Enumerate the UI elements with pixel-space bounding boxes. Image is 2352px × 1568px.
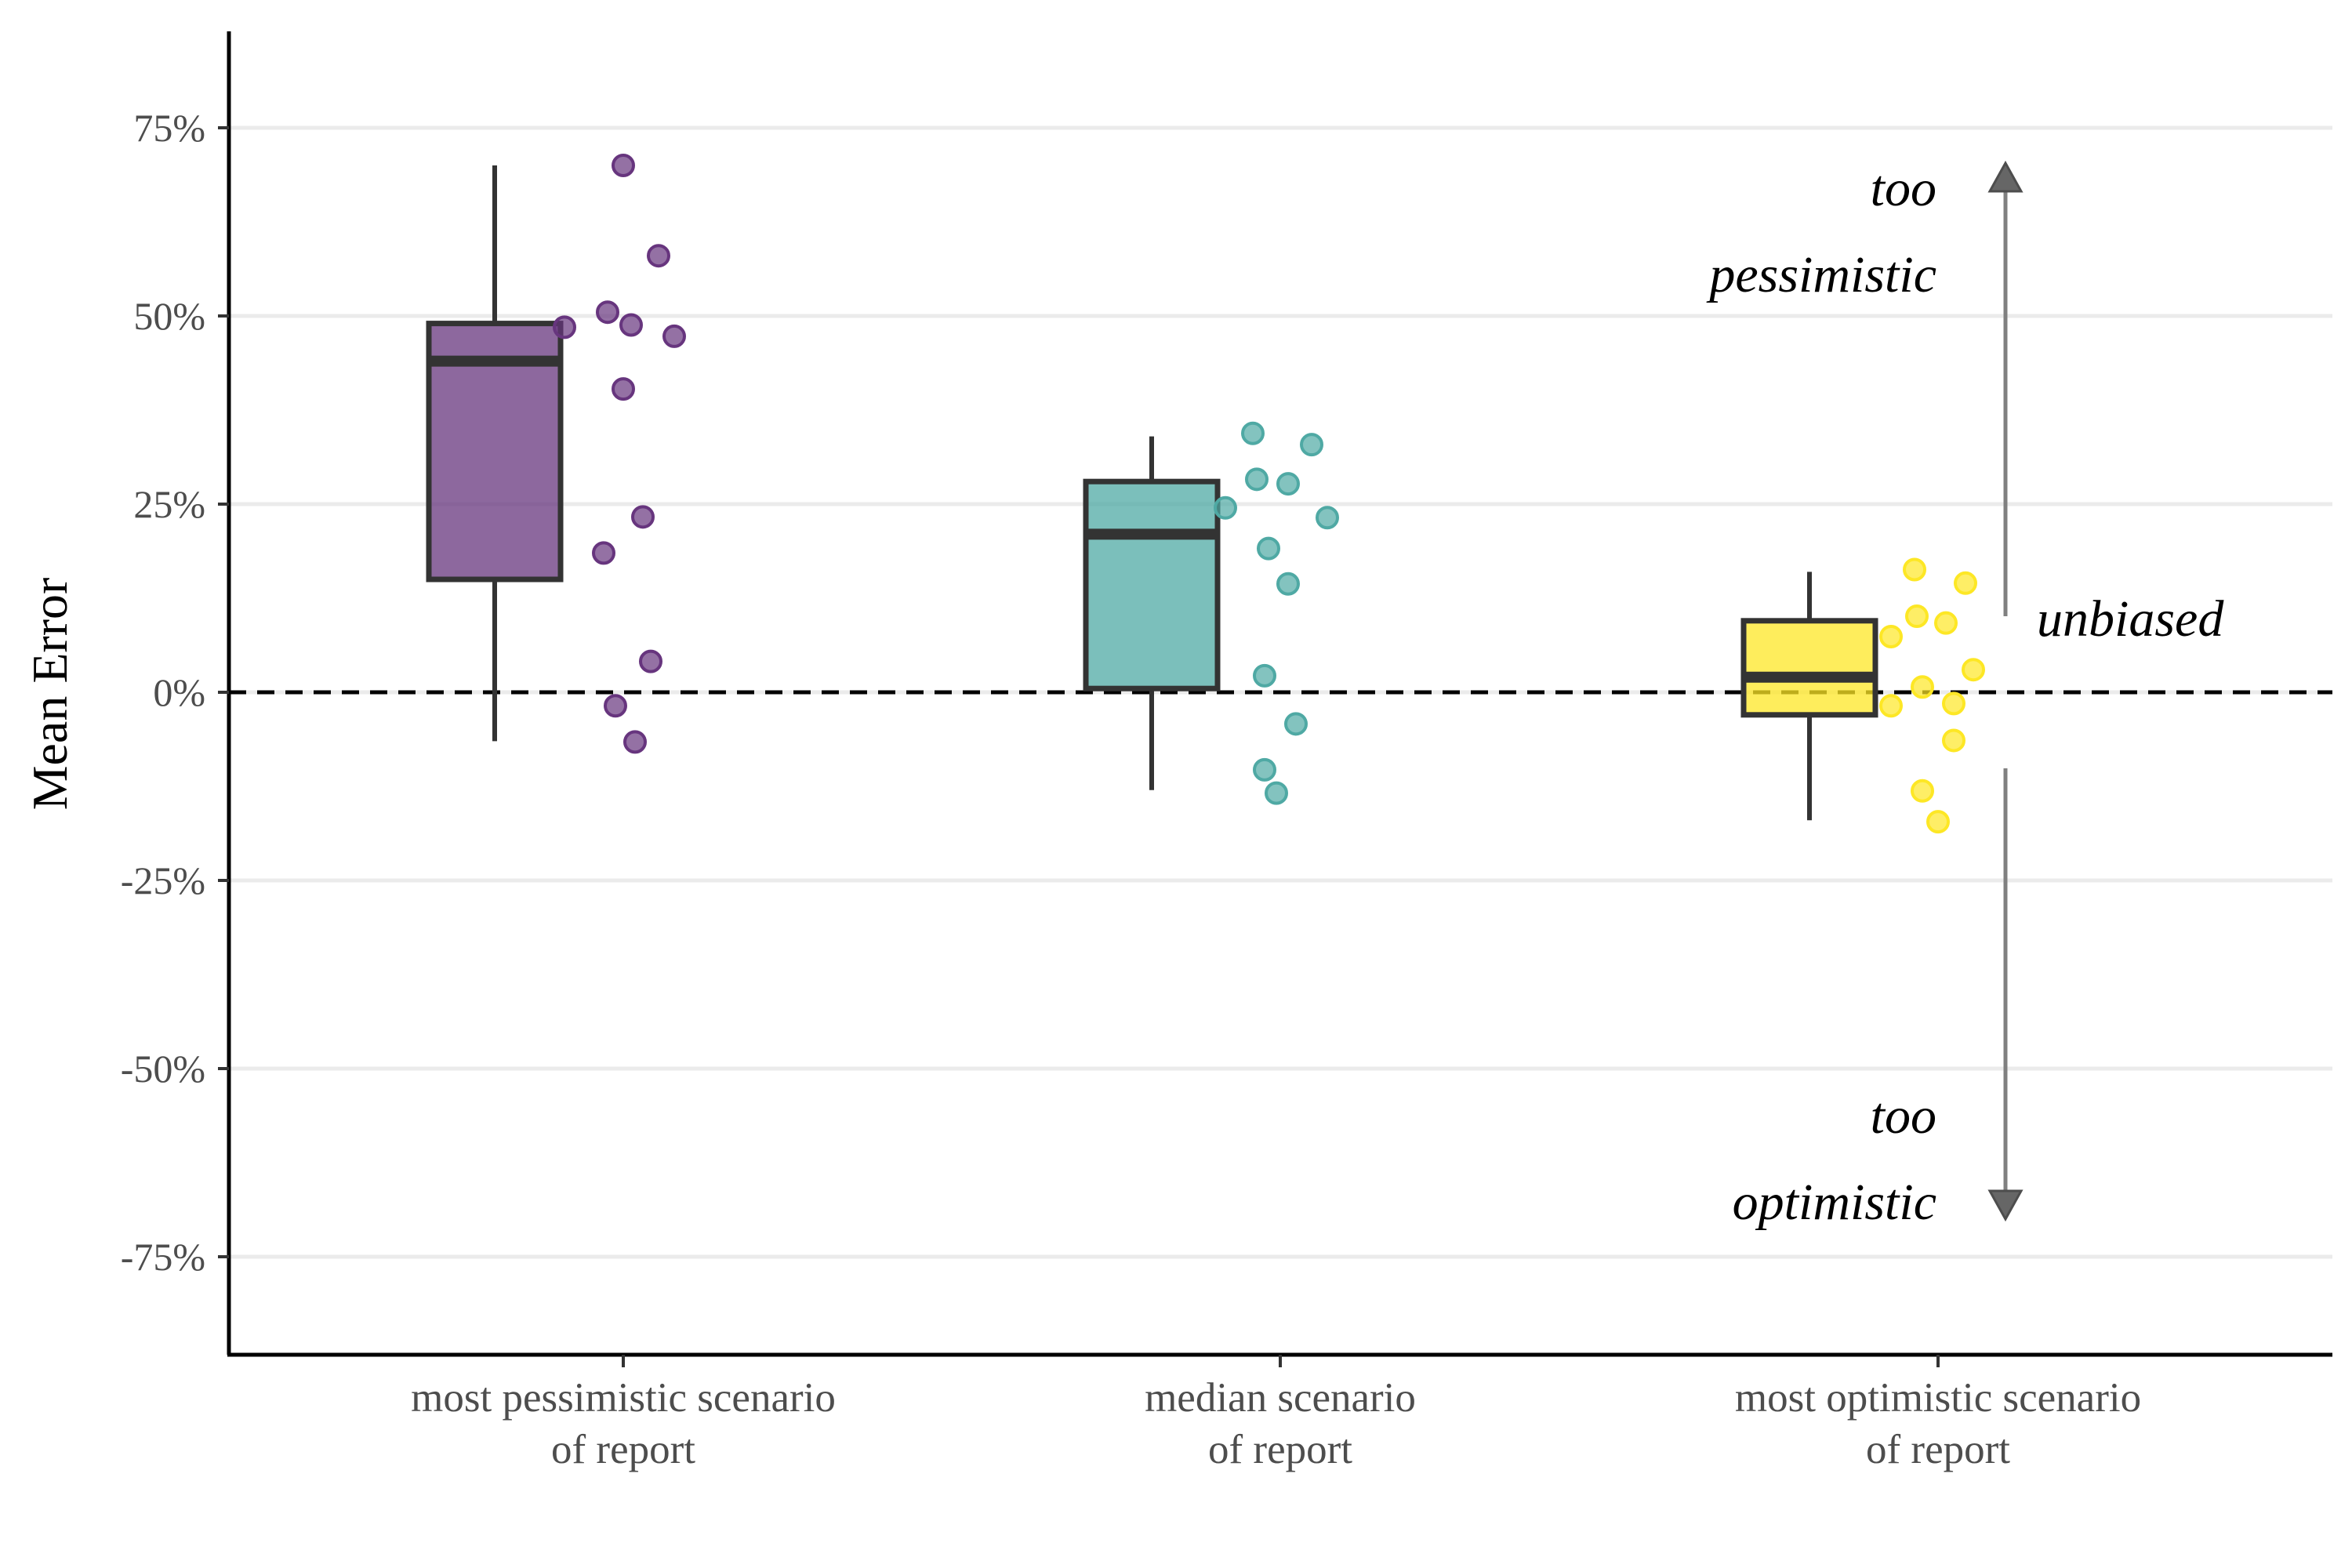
data-point bbox=[1954, 571, 1977, 595]
x-tick-label: of report bbox=[1866, 1427, 2010, 1472]
y-tick-label: 50% bbox=[133, 294, 205, 338]
data-point bbox=[1911, 779, 1934, 803]
y-axis-ticks: -75% -50% -25% 0% 25% 50% 75% bbox=[121, 106, 229, 1279]
y-tick-label: 25% bbox=[133, 482, 205, 526]
data-point bbox=[1253, 663, 1276, 688]
annotation-text: optimistic bbox=[1733, 1174, 1936, 1231]
data-point bbox=[1934, 611, 1958, 635]
data-point bbox=[1257, 536, 1280, 561]
direction-arrows bbox=[1987, 160, 2024, 1222]
up-arrow-head bbox=[1987, 160, 2024, 193]
data-point bbox=[1926, 810, 1950, 834]
y-tick-label: -50% bbox=[121, 1047, 205, 1091]
x-tick-label: median scenario bbox=[1145, 1375, 1416, 1421]
data-point bbox=[553, 315, 576, 339]
data-point bbox=[604, 694, 627, 718]
box bbox=[1740, 618, 1878, 718]
annotation-text: too bbox=[1871, 1087, 1936, 1145]
data-point bbox=[1316, 506, 1339, 530]
data-point bbox=[1276, 472, 1300, 496]
x-tick-label: of report bbox=[551, 1427, 695, 1472]
data-point bbox=[1253, 757, 1276, 782]
x-tick-label: most optimistic scenario bbox=[1735, 1375, 2141, 1421]
down-arrow-head bbox=[1987, 1189, 2024, 1222]
y-tick-label: -25% bbox=[121, 858, 205, 902]
data-point bbox=[1276, 572, 1300, 596]
data-point bbox=[1284, 712, 1308, 736]
data-point bbox=[1942, 691, 1965, 716]
data-point bbox=[1245, 467, 1269, 492]
data-point bbox=[1241, 421, 1265, 445]
data-point bbox=[1942, 728, 1965, 753]
y-tick-label: 75% bbox=[133, 106, 205, 150]
annotations: too pessimistic unbiased too optimistic bbox=[1706, 160, 2224, 1231]
data-point bbox=[647, 244, 670, 268]
y-tick-label: 0% bbox=[153, 670, 205, 714]
annotation-text: pessimistic bbox=[1706, 246, 1936, 303]
data-point bbox=[1214, 495, 1237, 520]
data-point bbox=[1879, 694, 1903, 718]
data-point bbox=[612, 377, 635, 401]
y-axis-title: Mean Error bbox=[22, 578, 78, 811]
annotation-text: unbiased bbox=[2037, 590, 2224, 648]
data-point bbox=[662, 324, 686, 348]
data-point bbox=[1879, 624, 1903, 648]
data-point bbox=[639, 649, 662, 673]
annotation-text: too bbox=[1871, 160, 1936, 217]
data-point bbox=[1911, 675, 1934, 699]
box-plot bbox=[1740, 572, 1878, 821]
data-point bbox=[612, 154, 635, 177]
data-point bbox=[623, 730, 647, 754]
x-axis-ticks: most pessimistic scenario of report median… bbox=[411, 1355, 2141, 1472]
data-points bbox=[553, 154, 1985, 834]
data-point bbox=[592, 541, 615, 565]
data-point bbox=[1903, 557, 1926, 582]
data-point bbox=[1300, 433, 1323, 457]
x-tick-label: most pessimistic scenario bbox=[411, 1375, 836, 1421]
box bbox=[1083, 478, 1221, 691]
data-point bbox=[1265, 781, 1288, 805]
data-point bbox=[631, 505, 655, 529]
data-point bbox=[619, 313, 643, 337]
x-tick-label: of report bbox=[1208, 1427, 1352, 1472]
box-plot bbox=[1083, 436, 1221, 790]
data-point bbox=[1962, 658, 1985, 682]
data-point bbox=[596, 300, 619, 325]
box-plots bbox=[426, 165, 1878, 821]
data-point bbox=[1905, 604, 1929, 629]
box-plot bbox=[426, 165, 564, 742]
y-tick-label: -75% bbox=[121, 1235, 205, 1279]
